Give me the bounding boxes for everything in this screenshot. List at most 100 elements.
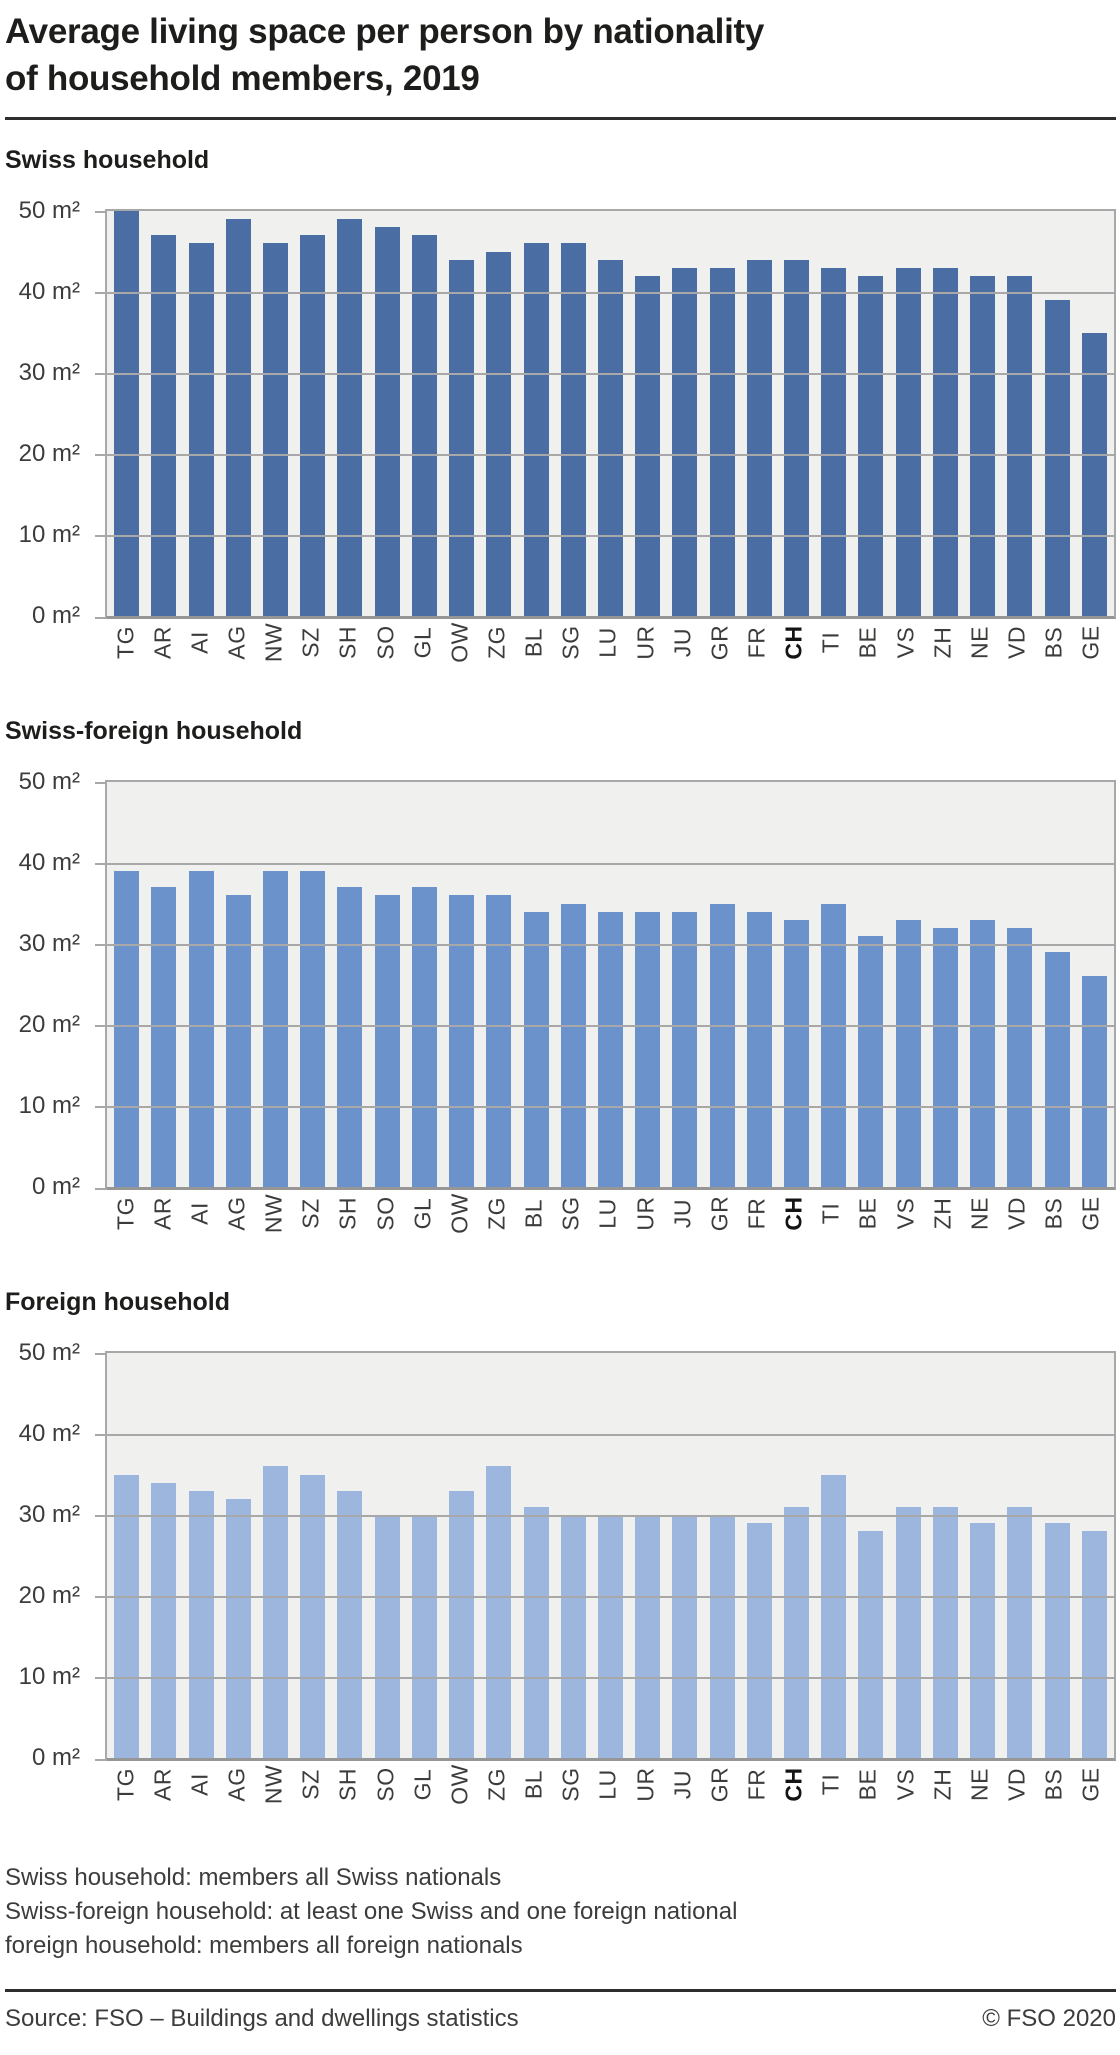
x-tick-label-TG: TG [112,626,139,659]
y-tick-label-20: 20 m² [18,1011,80,1038]
x-tick-label-VS: VS [892,1768,919,1801]
x-tick-slot-LU: LU [590,1761,627,1833]
x-tick-slot-OW: OW [441,619,478,691]
x-tick-slot-JU: JU [664,1190,701,1262]
bar-slot-TG [108,1353,145,1758]
x-tick-label-BE: BE [854,1768,881,1801]
gridline-40 [107,292,1114,294]
x-tick-label-UR: UR [632,1767,659,1802]
x-tick-label-BL: BL [520,1198,547,1229]
chart-section-swiss-household: Swiss household 0 m² 10 m² 20 m² 30 m² 40 m²… [5,146,1116,691]
bar-slot-GR [704,1353,741,1758]
bar-slot-VS [890,782,927,1187]
bar-BE [858,275,884,616]
bar-slot-TI [815,1353,852,1758]
x-axis: TG AR AI AG NW SZ SH SO GL OW ZG BL SG LU UR JU GR FR CH TI… [107,1190,1110,1262]
x-tick-slot-VD: VD [998,1761,1035,1833]
bar-TG [114,871,140,1187]
x-tick-label-AR: AR [149,1768,176,1801]
bar-AR [151,1482,177,1758]
bar-slot-LU [592,1353,629,1758]
copyright-text: © FSO 2020 [982,2005,1116,2032]
x-tick-label-SG: SG [557,1196,584,1231]
bar-VD [1007,927,1033,1187]
y-tick-label-30: 30 m² [18,930,80,957]
x-tick-slot-VD: VD [998,619,1035,691]
bar-SZ [300,235,326,616]
x-tick-slot-ZG: ZG [478,1761,515,1833]
x-tick-slot-GL: GL [404,619,441,691]
bar-slot-ZG [480,1353,517,1758]
x-tick-slot-NE: NE [961,1190,998,1262]
bar-UR [635,911,661,1187]
y-axis-tick [95,1677,107,1679]
bar-GE [1081,1531,1107,1758]
bar-slot-AI [182,782,219,1187]
y-tick-label-30: 30 m² [18,1501,80,1528]
bar-OW [449,1490,475,1758]
bar-slot-BE [852,211,889,616]
x-tick-label-ZG: ZG [483,1768,510,1801]
bar-BE [858,1531,884,1758]
x-tick-slot-GE: GE [1073,1190,1110,1262]
bar-ZG [486,895,512,1187]
bar-GL [411,235,437,616]
x-tick-label-GR: GR [706,624,733,661]
x-tick-label-AG: AG [223,625,250,660]
bar-SO [374,227,400,616]
bar-SH [337,887,363,1187]
bar-JU [672,1515,698,1758]
bar-slot-VS [890,1353,927,1758]
y-tick-label-50: 50 m² [18,197,80,224]
x-tick-slot-GR: GR [701,1761,738,1833]
footnote-line-1: Swiss household: members all Swiss natio… [5,1864,502,1891]
bar-SO [374,895,400,1187]
x-tick-slot-FR: FR [738,1761,775,1833]
x-tick-slot-TI: TI [813,1190,850,1262]
x-tick-slot-SH: SH [330,1761,367,1833]
x-tick-label-SZ: SZ [297,627,324,658]
y-axis: 0 m² 10 m² 20 m² 30 m² 40 m² 50 m² [5,768,105,1200]
bar-slot-BS [1038,782,1075,1187]
x-tick-slot-SH: SH [330,619,367,691]
x-tick-slot-BE: BE [850,619,887,691]
bar-UR [635,275,661,616]
y-axis-tick [95,1759,107,1761]
y-axis-tick [95,1106,107,1108]
x-tick-slot-AG: AG [218,1761,255,1833]
x-tick-label-GE: GE [1077,1767,1104,1802]
bar-slot-GL [406,211,443,616]
x-tick-label-VS: VS [892,1197,919,1230]
x-tick-slot-BL: BL [516,619,553,691]
x-tick-label-LU: LU [594,627,621,658]
bar-GR [709,1515,735,1758]
x-tick-slot-GE: GE [1073,619,1110,691]
bar-NW [262,243,288,616]
gridline-20 [107,1596,1114,1598]
bar-slot-SO [369,211,406,616]
x-tick-label-VD: VD [1003,1197,1030,1230]
bar-TG [114,1474,140,1758]
x-tick-slot-VS: VS [887,1761,924,1833]
y-tick-label-40: 40 m² [18,849,80,876]
x-tick-slot-AI: AI [181,1761,218,1833]
x-tick-label-TG: TG [112,1768,139,1801]
x-tick-label-NE: NE [966,1768,993,1801]
bar-GR [709,903,735,1187]
x-tick-label-BS: BS [1040,1197,1067,1230]
x-tick-label-GE: GE [1077,625,1104,660]
bar-FR [746,1523,772,1758]
y-axis-tick [95,782,107,784]
bar-slot-NE [964,211,1001,616]
bar-slot-TG [108,211,145,616]
x-tick-label-SO: SO [372,1196,399,1231]
bar-UR [635,1515,661,1758]
bar-slot-VD [1001,1353,1038,1758]
bar-slot-UR [629,1353,666,1758]
bar-slot-BE [852,1353,889,1758]
x-tick-label-CH: CH [780,625,807,660]
x-tick-label-AI: AI [186,1202,213,1225]
bar-ZH [932,1506,958,1758]
x-tick-slot-AR: AR [144,1190,181,1262]
bar-BE [858,935,884,1187]
